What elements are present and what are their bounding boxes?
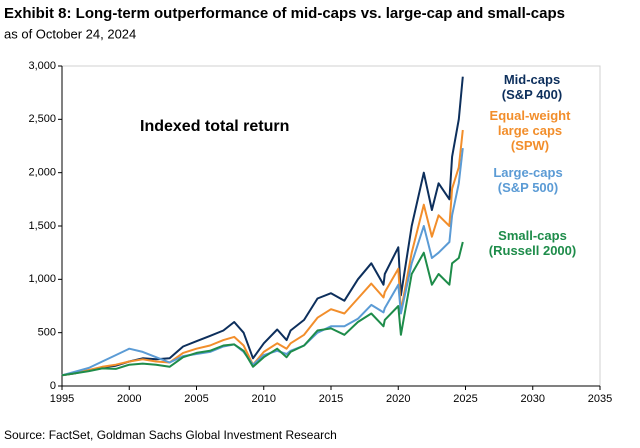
series-label: Mid-caps (S&P 400) — [501, 72, 563, 102]
series-label: Small-caps (Russell 2000) — [488, 228, 577, 258]
y-tick-label: 1,000 — [28, 273, 56, 285]
y-tick-label: 1,500 — [28, 220, 56, 232]
x-tick-label: 2000 — [117, 393, 141, 405]
x-tick-label: 2005 — [184, 393, 208, 405]
x-tick-label: 2025 — [453, 393, 477, 405]
y-tick-label: 0 — [50, 380, 56, 392]
x-tick-label: 2020 — [386, 393, 410, 405]
series-label: Large-caps (S&P 500) — [493, 165, 563, 195]
x-tick-label: 1995 — [50, 393, 74, 405]
y-tick-label: 500 — [38, 327, 56, 339]
series-line — [61, 129, 464, 377]
y-tick-label: 2,000 — [28, 167, 56, 179]
x-tick-label: 2030 — [521, 393, 545, 405]
chart-title: Exhibit 8: Long-term outperformance of m… — [4, 5, 565, 22]
y-tick-label: 2,500 — [28, 113, 56, 125]
series-line — [61, 76, 464, 377]
annotation: Indexed total return — [140, 118, 289, 135]
series-line — [61, 241, 464, 377]
x-tick-label: 2035 — [588, 393, 612, 405]
chart-subtitle: as of October 24, 2024 — [4, 26, 136, 41]
x-tick-label: 2010 — [252, 393, 276, 405]
x-tick-label: 2015 — [319, 393, 343, 405]
y-tick-label: 3,000 — [28, 60, 56, 72]
series-label: Equal-weight large caps (SPW) — [489, 108, 571, 153]
series-line — [61, 147, 464, 377]
source: Source: FactSet, Goldman Sachs Global In… — [4, 428, 337, 442]
